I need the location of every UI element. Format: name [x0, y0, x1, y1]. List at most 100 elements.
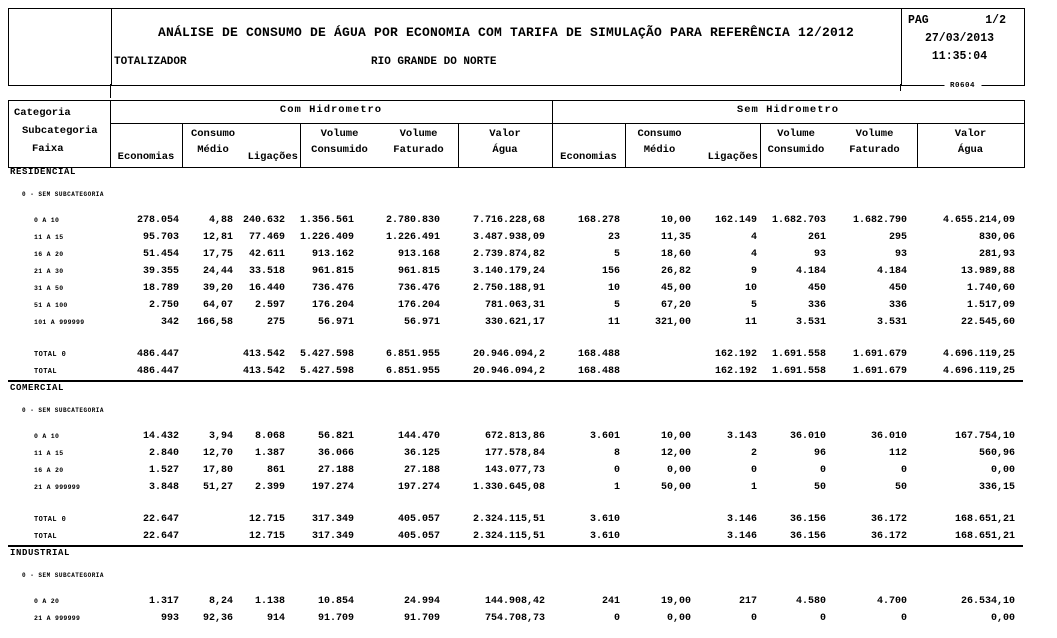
total-row: TOTAL 486.447 413.542 5.427.598 6.851.955 20.… [8, 363, 1023, 380]
value-cell: 176.204 [397, 300, 440, 311]
value-cell: 4 [750, 232, 757, 243]
header-vline [917, 123, 918, 167]
value-cell: 39.355 [142, 266, 179, 277]
spacer [8, 331, 1023, 346]
faixa-label: 0 A 20 [34, 598, 60, 605]
header-vline [552, 101, 553, 167]
subcategory-label: 0 - SEM SUBCATEGORIA [22, 407, 105, 414]
value-cell: 177.578,84 [484, 448, 545, 459]
value-cell: 144.908,42 [484, 596, 545, 607]
value-cell: 0 [750, 613, 757, 624]
page-label: PAG [908, 14, 929, 27]
value-cell: 3.143 [726, 431, 757, 442]
value-cell: 278.054 [136, 215, 179, 226]
value-cell: 95.703 [142, 232, 179, 243]
header-vline [458, 123, 459, 167]
value-cell: 5 [613, 249, 620, 260]
value-cell: 342 [160, 317, 179, 328]
value-cell: 0,00 [990, 465, 1015, 476]
value-cell: 241 [601, 596, 620, 607]
total-label: TOTAL [34, 532, 58, 541]
value-cell: 330.621,17 [484, 317, 545, 328]
value-cell: 0 [819, 613, 826, 624]
table-row: 16 A 20 51.454 17,75 42.611 913.162 913.168 2.… [8, 246, 1023, 263]
value-cell: 20.946.094,2 [472, 366, 545, 377]
value-cell: 11,35 [660, 232, 691, 243]
value-cell: 1.682.703 [771, 215, 826, 226]
value-cell: 450 [888, 283, 907, 294]
value-cell: 27.188 [403, 465, 440, 476]
value-cell: 12.715 [248, 531, 285, 542]
col-volume-consumido: Volume Consumido [311, 128, 368, 156]
table-row: 101 A 999999 342 166,58 275 56.971 56.971 330.… [8, 314, 1023, 331]
value-cell: 14.432 [142, 431, 179, 442]
value-cell: 3.146 [726, 514, 757, 525]
section-separator [8, 380, 1023, 382]
value-cell: 3.140.179,24 [472, 266, 545, 277]
table-row: 51 A 100 2.750 64,07 2.597 176.204 176.204 781… [8, 297, 1023, 314]
value-cell: 64,07 [202, 300, 233, 311]
report-time: 11:35:04 [931, 50, 988, 63]
value-cell: 4.184 [795, 266, 826, 277]
value-cell: 17,75 [202, 249, 233, 260]
value-cell: 2.324.115,51 [472, 514, 545, 525]
faixa-label: 101 A 999999 [34, 319, 85, 326]
header-vline [110, 101, 111, 167]
value-cell: 1.317 [148, 596, 179, 607]
subcategory-label: 0 - SEM SUBCATEGORIA [22, 572, 105, 579]
col-volume-consumido: Volume Consumido [767, 128, 825, 156]
value-cell: 2.750 [148, 300, 179, 311]
value-cell: 0 [900, 613, 907, 624]
region-label: RIO GRANDE DO NORTE [371, 56, 497, 68]
faixa-label: 11 A 15 [34, 234, 64, 241]
value-cell: 0 [819, 465, 826, 476]
faixa-label: 16 A 20 [34, 251, 64, 258]
value-cell: 39,20 [202, 283, 233, 294]
value-cell: 1.356.561 [299, 215, 354, 226]
value-cell: 168.651,21 [954, 531, 1015, 542]
value-cell: 143.077,73 [484, 465, 545, 476]
table-row: 11 A 15 95.703 12,81 77.469 1.226.409 1.226.4… [8, 229, 1023, 246]
total-label: TOTAL 0 [34, 350, 67, 359]
value-cell: 1.517,09 [966, 300, 1015, 311]
faixa-label: 21 A 999999 [34, 615, 81, 622]
table-row: 21 A 30 39.355 24,44 33.518 961.815 961.815 3.… [8, 263, 1023, 280]
col-volume-faturado: Volume Faturado [849, 128, 900, 156]
value-cell: 6.851.955 [385, 349, 440, 360]
value-cell: 1.682.790 [852, 215, 907, 226]
value-cell: 4 [750, 249, 757, 260]
value-cell: 51,27 [202, 482, 233, 493]
value-cell: 295 [888, 232, 907, 243]
value-cell: 0 [613, 465, 620, 476]
table-row: 16 A 20 1.527 17,80 861 27.188 27.188 143.077,… [8, 462, 1023, 479]
value-cell: 144.470 [397, 431, 440, 442]
value-cell: 486.447 [136, 366, 179, 377]
value-cell: 413.542 [242, 366, 285, 377]
page-value: 1/2 [985, 14, 1006, 27]
value-cell: 2.597 [254, 300, 285, 311]
value-cell: 166,58 [196, 317, 233, 328]
table-row: 31 A 50 18.789 39,20 16.440 736.476 736.476 2.… [8, 280, 1023, 297]
value-cell: 0,00 [666, 613, 691, 624]
value-cell: 336 [888, 300, 907, 311]
value-cell: 56.971 [317, 317, 354, 328]
value-cell: 19,00 [660, 596, 691, 607]
value-cell: 1.691.558 [771, 349, 826, 360]
value-cell: 10,00 [660, 215, 691, 226]
value-cell: 36.010 [789, 431, 826, 442]
value-cell: 33.518 [248, 266, 285, 277]
total-row: TOTAL 0 22.647 12.715 317.349 405.057 2.324.1… [8, 511, 1023, 528]
value-cell: 24,44 [202, 266, 233, 277]
value-cell: 12,70 [202, 448, 233, 459]
value-cell: 197.274 [397, 482, 440, 493]
value-cell: 27.188 [317, 465, 354, 476]
value-cell: 168.488 [577, 366, 620, 377]
value-cell: 42.611 [248, 249, 285, 260]
col-valor-agua: Valor Água [954, 128, 987, 156]
col-ligacoes: Ligações [247, 151, 298, 163]
value-cell: 5.427.598 [299, 366, 354, 377]
value-cell: 20.946.094,2 [472, 349, 545, 360]
value-cell: 23 [607, 232, 620, 243]
value-cell: 1.138 [254, 596, 285, 607]
value-cell: 754.708,73 [484, 613, 545, 624]
